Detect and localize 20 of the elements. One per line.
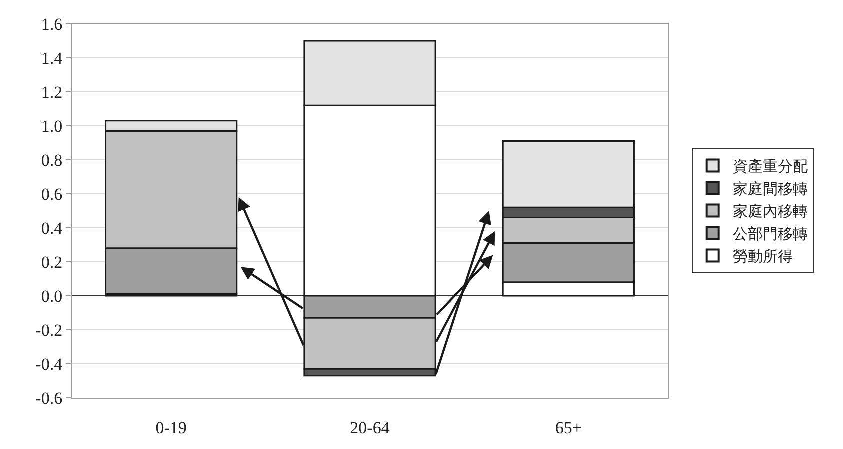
y-tick-label: 1.0 — [41, 116, 63, 136]
y-tick-label: 0.4 — [41, 218, 64, 238]
y-tick-label: -0.2 — [36, 320, 63, 340]
y-tick-label: 1.2 — [41, 82, 63, 102]
y-tick-label: -0.4 — [36, 354, 64, 374]
legend-label: 資產重分配 — [732, 158, 808, 176]
y-tick-label: 0.2 — [41, 252, 63, 272]
legend-label: 家庭內移轉 — [732, 202, 808, 221]
y-tick-label: 1.6 — [41, 14, 63, 34]
legend-label: 勞動所得 — [732, 248, 793, 266]
y-tick-label: 1.4 — [41, 48, 64, 68]
y-tick-label: 0.8 — [41, 150, 63, 170]
legend-label: 家庭間移轉 — [732, 180, 808, 198]
y-tick-label: -0.6 — [36, 388, 63, 408]
legend-label: 公部門移轉 — [732, 225, 808, 244]
x-tick-label: 20-64 — [350, 418, 390, 438]
x-tick-label: 0-19 — [156, 418, 187, 438]
x-tick-label: 65+ — [555, 418, 582, 438]
y-tick-label: 0.0 — [41, 286, 63, 306]
y-tick-label: 0.6 — [41, 184, 63, 204]
